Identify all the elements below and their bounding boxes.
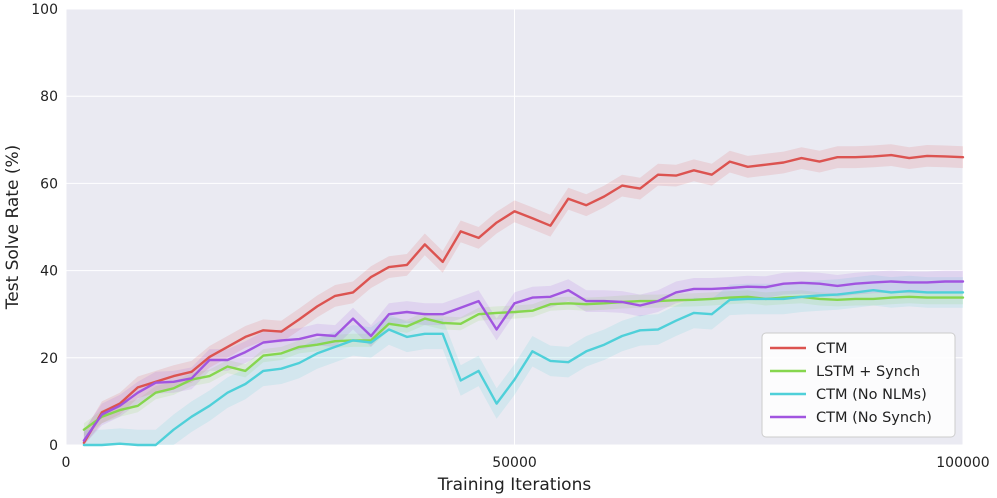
band-series-3: [83, 270, 963, 445]
legend-label: CTM: [816, 341, 848, 357]
y-tick-label: 100: [31, 2, 58, 18]
y-tick-label: 80: [40, 89, 58, 105]
tick-labels: 0 20 40 60 80 100 0 50000 100000: [31, 2, 989, 471]
band-series-0: [83, 144, 963, 445]
gridlines: [65, 8, 964, 446]
series-lines: [82, 153, 965, 447]
legend-label: CTM (No NLMs): [816, 387, 927, 403]
legend-box: [761, 332, 956, 438]
legend-label: LSTM + Synch: [816, 364, 920, 380]
y-tick-label: 0: [49, 438, 58, 454]
confidence-bands: [83, 144, 963, 445]
y-tick-label: 60: [40, 176, 58, 192]
y-tick-label: 20: [40, 351, 58, 367]
y-tick-label: 40: [40, 264, 58, 280]
x-axis-title: Training Iterations: [437, 475, 592, 495]
x-tick-label: 0: [62, 455, 71, 471]
line-series-2: [82, 289, 965, 447]
legend-label: CTM (No Synch): [816, 410, 932, 426]
x-tick-label: 100000: [936, 455, 989, 471]
band-series-1: [83, 290, 963, 437]
line-series-1: [82, 295, 965, 431]
legend: CTM LSTM + Synch CTM (No NLMs) CTM (No Sync…: [761, 332, 956, 438]
band-series-2: [83, 275, 963, 445]
y-axis-title: Test Solve Rate (%): [3, 145, 23, 311]
line-series-0: [82, 153, 965, 444]
x-tick-label: 50000: [492, 455, 537, 471]
line-series-3: [82, 280, 965, 442]
